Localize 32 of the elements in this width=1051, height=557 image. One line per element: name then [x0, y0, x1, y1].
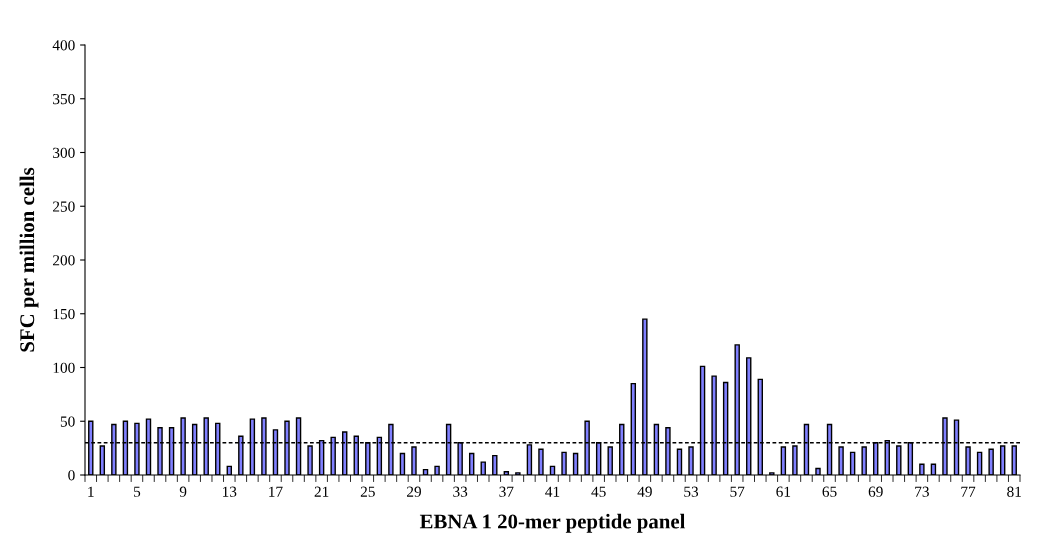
x-tick-label: 61 [776, 486, 791, 497]
y-tick-label: 0 [68, 470, 75, 481]
y-tick-label: 150 [53, 308, 75, 320]
x-tick-label: 69 [868, 486, 883, 497]
y-tick-label: 50 [60, 416, 75, 427]
x-tick-label: 5 [134, 486, 141, 497]
y-tick-label: 400 [52, 40, 75, 51]
y-tick-label: 200 [53, 255, 75, 266]
x-tick-label: 57 [730, 486, 745, 497]
x-tick-label: 1 [88, 486, 94, 497]
x-axis-title: EBNA 1 20-mer peptide panel [419, 513, 686, 533]
x-tick-label: 37 [499, 486, 514, 497]
x-tick-label: 29 [407, 486, 421, 497]
x-tick-label: 53 [684, 486, 699, 497]
x-tick-label: 17 [269, 486, 283, 497]
x-tick-label: 81 [1007, 486, 1021, 497]
y-tick-label: 300 [53, 147, 75, 158]
x-tick-label: 25 [360, 486, 375, 497]
x-tick-label: 41 [545, 486, 560, 497]
y-tick-label: 100 [53, 362, 75, 373]
x-tick-label: 13 [223, 486, 237, 497]
y-tick-label: 250 [53, 201, 75, 212]
x-tick-label: 49 [637, 486, 652, 497]
x-tick-label: 33 [453, 486, 468, 497]
x-tick-label: 65 [822, 486, 837, 497]
x-tick-label: 45 [591, 486, 606, 497]
x-tick-label: 9 [179, 486, 187, 497]
x-tick-label: 77 [961, 486, 976, 497]
x-tick-label: 21 [314, 486, 329, 497]
y-axis-title: SFC per million cells [19, 167, 39, 352]
y-tick-label: 350 [53, 93, 75, 105]
x-tick-label: 73 [915, 486, 929, 497]
